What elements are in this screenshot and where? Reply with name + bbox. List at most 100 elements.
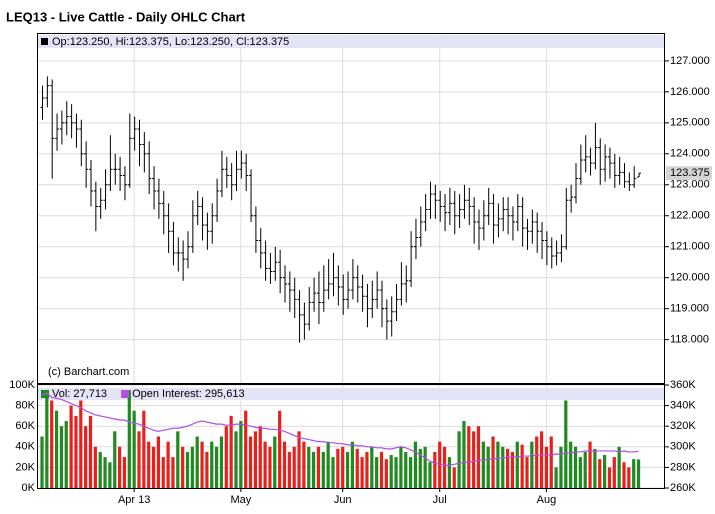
y2-tick-label: 320K bbox=[670, 420, 696, 432]
volume-bar bbox=[88, 415, 93, 488]
volume-bar bbox=[253, 431, 257, 488]
y2-tick-label: 260K bbox=[670, 482, 696, 494]
last-price-box bbox=[666, 166, 712, 181]
last-price-label: 123.375 bbox=[670, 167, 710, 179]
y-tick-label: 121.000 bbox=[670, 241, 710, 253]
volume-bar bbox=[467, 426, 471, 488]
volume-bar bbox=[603, 455, 607, 488]
volume-bar bbox=[181, 446, 185, 488]
y-tick-label: 123.000 bbox=[670, 179, 710, 191]
volume-bar bbox=[598, 459, 602, 488]
open-interest-line bbox=[41, 392, 639, 466]
volume-bar bbox=[360, 457, 364, 488]
volume-bar bbox=[345, 451, 350, 488]
volume-bar bbox=[302, 441, 306, 488]
volume-bar bbox=[127, 390, 131, 488]
y2-tick-label: 340K bbox=[670, 400, 696, 412]
volume-bar bbox=[40, 436, 44, 488]
legend-strip bbox=[38, 35, 664, 48]
chart-title: LEQ13 - Live Cattle - Daily OHLC Chart bbox=[6, 9, 246, 24]
volume-bar bbox=[379, 451, 384, 488]
y-tick-label: 0K bbox=[22, 482, 36, 494]
volume-bar bbox=[176, 431, 180, 488]
volume-bar bbox=[520, 444, 524, 488]
volume-frame bbox=[37, 384, 665, 489]
volume-bar bbox=[452, 467, 456, 488]
volume-bar bbox=[355, 448, 359, 488]
volume-bar bbox=[501, 446, 505, 488]
volume-bar bbox=[292, 446, 296, 488]
volume-bar bbox=[423, 446, 427, 488]
y2-tick-label: 360K bbox=[670, 379, 696, 391]
volume-bar bbox=[113, 431, 117, 488]
volume-bar bbox=[316, 446, 321, 488]
volume-bar bbox=[282, 441, 287, 488]
legend-swatch bbox=[121, 390, 130, 398]
volume-bar bbox=[350, 441, 354, 488]
volume-bar bbox=[205, 451, 209, 488]
volume-bar bbox=[539, 431, 544, 488]
volume-bar bbox=[122, 457, 127, 488]
volume-bar bbox=[45, 395, 49, 488]
price-frame bbox=[37, 33, 665, 384]
x-tick-label: May bbox=[230, 494, 251, 506]
volume-bar bbox=[278, 410, 282, 488]
legend-label: Vol: 27,713 bbox=[52, 388, 107, 400]
volume-bar bbox=[622, 462, 626, 488]
volume-bar bbox=[341, 446, 345, 488]
legend-strip bbox=[38, 388, 664, 400]
volume-bar bbox=[151, 446, 156, 488]
volume-bar bbox=[219, 436, 224, 488]
volume-bar bbox=[612, 457, 616, 488]
volume-bar bbox=[370, 446, 374, 488]
volume-bar bbox=[108, 462, 112, 488]
volume-bar bbox=[331, 457, 335, 488]
volume-bar bbox=[312, 451, 316, 488]
volume-bar bbox=[287, 451, 291, 488]
volume-bar bbox=[486, 446, 490, 488]
volume-bar bbox=[195, 436, 199, 488]
volume-bar bbox=[559, 446, 563, 488]
volume-bar bbox=[365, 451, 369, 488]
volume-bar bbox=[307, 446, 311, 488]
volume-bar bbox=[161, 457, 165, 488]
volume-bar bbox=[496, 441, 500, 488]
volume-bar bbox=[50, 400, 54, 488]
volume-bar bbox=[190, 446, 194, 488]
volume-bar bbox=[588, 441, 592, 488]
volume-bar bbox=[234, 431, 238, 488]
volume-bar bbox=[627, 467, 631, 488]
volume-bar bbox=[273, 436, 277, 488]
volume-bar bbox=[268, 446, 272, 488]
volume-bar bbox=[404, 451, 408, 488]
volume-bar bbox=[210, 441, 214, 488]
volume-bar bbox=[375, 457, 379, 488]
volume-bar bbox=[457, 431, 461, 488]
y-tick-label: 100K bbox=[9, 379, 35, 391]
y-tick-label: 127.000 bbox=[670, 55, 710, 67]
legend-swatch bbox=[41, 38, 48, 45]
legend-label: Open Interest: 295,613 bbox=[132, 388, 245, 400]
volume-bar bbox=[428, 462, 432, 488]
ohlc-legend: Op:123.250, Hi:123.375, Lo:123.250, Cl:1… bbox=[52, 36, 289, 48]
volume-bar bbox=[506, 448, 510, 488]
volume-bar bbox=[462, 421, 466, 488]
volume-bar bbox=[156, 436, 160, 488]
volume-bar bbox=[491, 436, 495, 488]
volume-bar bbox=[409, 457, 413, 488]
y-tick-label: 20K bbox=[15, 461, 35, 473]
volume-bar bbox=[200, 441, 204, 488]
volume-bar bbox=[549, 436, 553, 488]
volume-bar bbox=[244, 410, 248, 488]
volume-bar bbox=[617, 446, 621, 488]
y2-tick-label: 300K bbox=[670, 441, 696, 453]
y-tick-label: 126.000 bbox=[670, 86, 710, 98]
volume-bar bbox=[515, 441, 519, 488]
volume-bar bbox=[171, 457, 175, 488]
x-tick-label: Jun bbox=[334, 494, 352, 506]
volume-bar bbox=[525, 457, 529, 488]
volume-bar bbox=[84, 426, 88, 488]
volume-bar bbox=[64, 421, 68, 488]
volume-bar bbox=[166, 441, 170, 488]
